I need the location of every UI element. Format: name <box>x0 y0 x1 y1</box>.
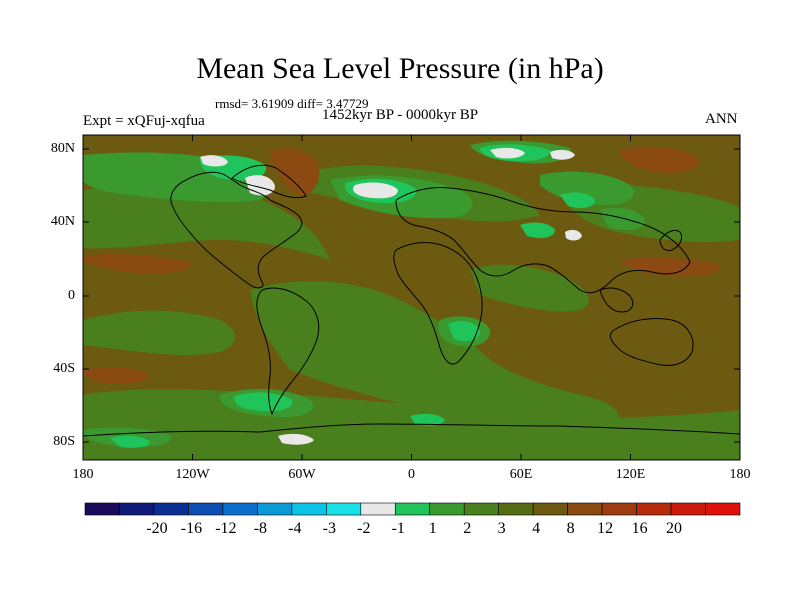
colorbar-label: -1 <box>391 520 405 537</box>
colorbar-label: 3 <box>497 520 506 537</box>
colorbar-swatch <box>222 502 258 516</box>
colorbar <box>84 502 741 516</box>
colorbar-swatch <box>394 502 431 516</box>
colorbar-label: 1 <box>428 520 437 537</box>
coast-japan <box>659 229 683 251</box>
page-title: Mean Sea Level Pressure (in hPa) <box>196 52 604 85</box>
lat-label-0: 0 <box>68 288 75 303</box>
lat-label-80n: 80N <box>50 141 75 156</box>
colorbar-label: 12 <box>597 520 614 537</box>
lon-label-120e: 120E <box>615 467 646 482</box>
colorbar-label: -12 <box>215 520 237 537</box>
colorbar-label: 20 <box>666 520 683 537</box>
colorbar-swatch <box>670 502 706 516</box>
lon-label-180w: 180 <box>72 467 94 482</box>
colorbar-label: -16 <box>180 520 203 537</box>
coastlines <box>83 164 740 437</box>
lat-label-40n: 40N <box>50 214 75 229</box>
colorbar-label: 4 <box>532 520 541 537</box>
coast-southeast-asia <box>599 287 634 313</box>
period-label: 1452kyr BP - 0000kyr BP <box>322 107 479 123</box>
colorbar-label: 8 <box>566 520 575 537</box>
colorbar-swatch <box>257 502 293 516</box>
lon-label-60w: 60W <box>288 467 316 482</box>
colorbar-swatch <box>532 502 568 516</box>
axis-ticks <box>82 135 741 460</box>
colorbar-label: -20 <box>146 520 168 537</box>
stats-text: rmsd= 3.61909 diff= 3.47729 <box>215 96 369 111</box>
lat-label-80s: 80S <box>53 434 75 449</box>
lon-label-0: 0 <box>408 467 415 482</box>
colorbar-label: -3 <box>322 520 336 537</box>
lat-label-40s: 40S <box>53 361 75 376</box>
coast-africa <box>393 242 483 365</box>
colorbar-label: -2 <box>357 520 371 537</box>
colorbar-swatch <box>326 502 362 516</box>
colorbar-swatch <box>188 502 224 516</box>
coast-eurasia <box>395 187 691 294</box>
coast-north-america <box>170 171 303 289</box>
coast-australia <box>609 317 694 366</box>
colorbar-swatch <box>153 502 189 516</box>
colorbar-swatch <box>119 502 155 516</box>
colorbar-swatch <box>601 502 637 516</box>
colorbar-label: 16 <box>631 520 648 537</box>
colorbar-label: -8 <box>253 520 268 537</box>
colorbar-swatch <box>291 502 327 516</box>
lon-label-120w: 120W <box>175 467 210 482</box>
colorbar-label: -4 <box>288 520 302 537</box>
colorbar-swatch <box>429 502 465 516</box>
coast-south-america <box>256 287 320 416</box>
pressure-field <box>83 135 740 460</box>
lon-label-180e: 180 <box>729 467 751 482</box>
colorbar-swatch <box>705 502 741 516</box>
lon-label-60e: 60E <box>509 467 533 482</box>
field-band-8-12 <box>83 146 721 384</box>
colorbar-swatch <box>636 502 672 516</box>
coast-greenland-arctic <box>231 164 307 199</box>
colorbar-swatch <box>498 502 534 516</box>
colorbar-swatch <box>567 502 603 516</box>
colorbar-swatch <box>463 502 499 516</box>
colorbar-swatch <box>360 502 396 516</box>
colorbar-swatch <box>84 502 120 516</box>
coast-antarctica <box>83 423 740 437</box>
experiment-label: Expt = xQFuj-xqfua <box>83 113 205 129</box>
season-label: ANN <box>705 111 738 127</box>
colorbar-label: 2 <box>463 520 472 537</box>
